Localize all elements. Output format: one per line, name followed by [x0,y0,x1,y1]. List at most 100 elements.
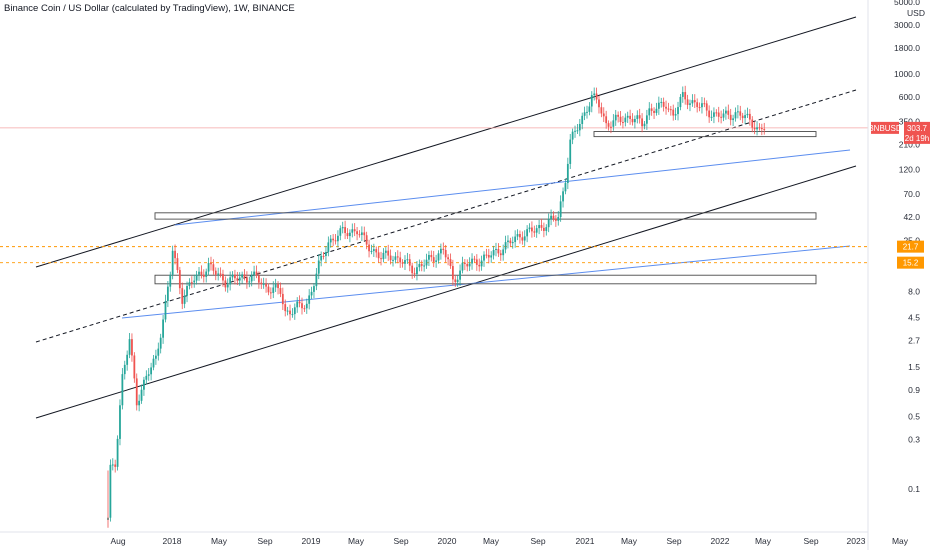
candle-body [650,108,653,111]
candle-body [643,123,646,127]
candle-body [384,250,387,253]
candle [432,250,435,268]
candle-body [703,103,706,105]
trendline-lower [121,245,851,319]
candle-body [626,115,629,118]
candle-body [727,110,730,115]
candle [588,102,591,116]
candle-body [131,339,133,356]
candle [665,100,667,115]
time-tick-label: 2023 [847,536,866,546]
candle [188,278,191,290]
candle [610,121,612,134]
candle [487,248,490,264]
time-tick-label: May [621,536,638,546]
candle [181,282,184,310]
price-level-tag [897,256,924,269]
candle [519,230,521,244]
candle [377,246,380,263]
symbol-tag [871,121,899,134]
candle-body [674,114,677,116]
candle [511,236,514,249]
candle [576,124,579,134]
candle-body [320,255,323,261]
candle-body [571,131,574,140]
candle [159,333,162,354]
candle [480,255,483,271]
candle [334,234,337,245]
candle-body [138,400,141,406]
range-box [154,274,817,285]
candle-body [317,260,320,274]
candle [171,245,174,280]
price-tick-label: 25.0 [903,235,920,245]
candle-body [255,271,258,276]
candle-body [356,231,358,235]
candle [509,237,512,247]
candle [574,125,576,138]
candle-body [389,255,392,261]
candle [535,224,538,238]
price-tick-label: 350.0 [899,116,921,126]
price-tick-label: 120.0 [899,165,921,175]
candle-body [593,93,596,96]
candle-body [193,280,196,283]
candle [547,213,550,233]
candle-body [588,106,591,112]
candle [564,178,567,195]
candle [748,109,751,126]
candle-body [341,227,344,229]
price-tick-label: 1.5 [908,362,920,372]
candle [267,283,270,296]
candle-body [629,115,632,119]
candle [459,264,461,286]
price-scale-unit: USD [907,8,925,18]
candle [430,250,433,262]
candle [744,109,746,125]
candle [404,255,406,271]
candle-body [480,260,483,267]
candle [499,249,502,261]
candle [317,254,320,280]
candle-body [337,235,339,242]
candle [176,253,179,274]
candle [454,274,457,287]
candle [600,102,603,118]
candle-body [542,227,545,231]
candle [198,267,200,281]
channel-upper-line [35,16,857,268]
candle [236,271,239,286]
candle [449,253,452,269]
candle-body [725,110,727,114]
candle [121,368,124,410]
candle-body [691,100,694,104]
candle-body [732,118,734,121]
candle [753,121,756,135]
candle [689,99,691,112]
candle [473,255,476,263]
candle-body [526,229,529,237]
candle [301,297,303,315]
candle [442,242,445,255]
candle-body [126,354,129,365]
candle-body [265,283,267,287]
candle [581,112,584,130]
candle-body [272,287,275,294]
candle [286,306,289,316]
candle-body [715,112,718,114]
price-tick-label: 70.0 [903,189,920,199]
candle [214,267,217,281]
candle [413,267,416,278]
candle-body [669,109,672,111]
candle [157,342,160,361]
candle [284,299,287,317]
candle [523,230,526,246]
candle-body [159,337,162,349]
candle [669,105,672,116]
candle [234,269,236,285]
candle-body [370,250,373,252]
candle-body [164,300,167,320]
candle [138,394,141,412]
